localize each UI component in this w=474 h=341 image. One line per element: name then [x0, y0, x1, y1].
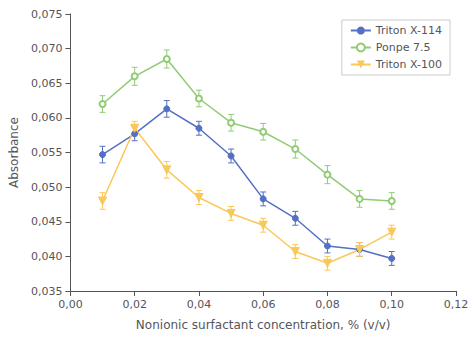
svg-text:0,00: 0,00	[58, 298, 83, 311]
svg-text:0,075: 0,075	[31, 8, 63, 21]
svg-text:0,050: 0,050	[31, 181, 63, 194]
svg-text:0,035: 0,035	[31, 285, 63, 298]
svg-text:0,055: 0,055	[31, 146, 63, 159]
svg-text:0,12: 0,12	[444, 298, 469, 311]
svg-text:Triton X-100: Triton X-100	[375, 58, 442, 71]
svg-text:0,040: 0,040	[31, 250, 63, 263]
svg-text:0,04: 0,04	[187, 298, 212, 311]
svg-text:0,06: 0,06	[251, 298, 276, 311]
svg-text:0,070: 0,070	[31, 42, 63, 55]
svg-text:0,10: 0,10	[379, 298, 404, 311]
svg-text:Ponpe 7.5: Ponpe 7.5	[376, 41, 431, 54]
svg-text:0,065: 0,065	[31, 77, 63, 90]
svg-text:Nonionic surfactant concentrat: Nonionic surfactant concentration, % (v/…	[136, 318, 391, 332]
svg-text:Triton X-114: Triton X-114	[375, 24, 442, 37]
svg-text:0,08: 0,08	[315, 298, 340, 311]
svg-text:Absorbance: Absorbance	[7, 117, 21, 188]
svg-text:0,060: 0,060	[31, 111, 63, 124]
svg-text:0,045: 0,045	[31, 215, 63, 228]
svg-text:0,02: 0,02	[122, 298, 147, 311]
